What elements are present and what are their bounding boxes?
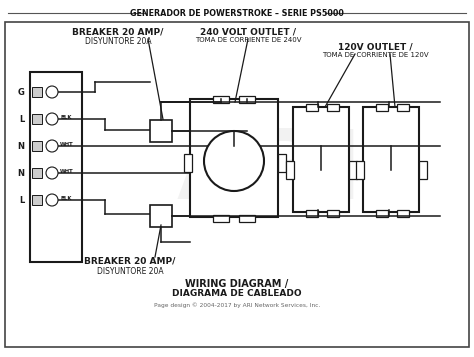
Bar xyxy=(376,210,388,217)
Bar xyxy=(239,96,255,103)
Text: G: G xyxy=(17,87,24,96)
Bar xyxy=(150,120,172,142)
Text: DIAGRAMA DE CABLEADO: DIAGRAMA DE CABLEADO xyxy=(172,289,302,298)
Text: 120V OUTLET /: 120V OUTLET / xyxy=(337,42,412,51)
Bar xyxy=(363,107,419,212)
Text: DISYUNTORE 20A: DISYUNTORE 20A xyxy=(85,37,151,46)
Bar xyxy=(306,104,318,111)
Bar xyxy=(349,161,357,179)
Bar xyxy=(356,161,364,179)
Circle shape xyxy=(204,131,264,191)
Text: L: L xyxy=(19,115,24,124)
Bar xyxy=(32,195,42,205)
Circle shape xyxy=(46,113,58,125)
Circle shape xyxy=(46,194,58,206)
Bar xyxy=(239,215,255,222)
Bar xyxy=(32,168,42,178)
Text: ARI: ARI xyxy=(177,126,363,218)
Bar xyxy=(190,99,278,217)
Text: GENERADOR DE POWERSTROKE – SERIE PS5000: GENERADOR DE POWERSTROKE – SERIE PS5000 xyxy=(130,9,344,18)
Circle shape xyxy=(46,86,58,98)
Bar xyxy=(32,114,42,124)
Text: TOMA DE CORRIENTE DE 120V: TOMA DE CORRIENTE DE 120V xyxy=(322,52,428,58)
Bar xyxy=(213,215,229,222)
Bar xyxy=(397,104,409,111)
Bar xyxy=(306,210,318,217)
Text: BREAKER 20 AMP/: BREAKER 20 AMP/ xyxy=(73,27,164,36)
Text: 240 VOLT OUTLET /: 240 VOLT OUTLET / xyxy=(200,27,296,36)
Text: N: N xyxy=(17,169,24,177)
Bar xyxy=(376,104,388,111)
Bar xyxy=(184,154,192,172)
Bar xyxy=(327,104,339,111)
Bar xyxy=(32,141,42,151)
Bar xyxy=(286,161,294,179)
Bar xyxy=(397,210,409,217)
Text: N: N xyxy=(17,141,24,151)
Bar xyxy=(293,107,349,212)
Text: TOMA DE CORRIENTE DE 240V: TOMA DE CORRIENTE DE 240V xyxy=(195,37,301,43)
Circle shape xyxy=(46,140,58,152)
Bar xyxy=(327,210,339,217)
Text: DISYUNTORE 20A: DISYUNTORE 20A xyxy=(97,267,164,276)
Bar xyxy=(150,205,172,227)
Text: BLK: BLK xyxy=(60,115,72,120)
Bar xyxy=(213,96,229,103)
Bar xyxy=(419,161,427,179)
Text: Page design © 2004-2017 by ARI Network Services, Inc.: Page design © 2004-2017 by ARI Network S… xyxy=(154,302,320,308)
Text: WIRING DIAGRAM /: WIRING DIAGRAM / xyxy=(185,279,289,289)
Bar xyxy=(30,72,82,262)
Text: BREAKER 20 AMP/: BREAKER 20 AMP/ xyxy=(84,257,176,266)
Text: WHT: WHT xyxy=(60,169,73,174)
Text: BLK: BLK xyxy=(60,196,72,201)
Text: L: L xyxy=(19,196,24,205)
Text: WHT: WHT xyxy=(60,141,73,146)
Bar xyxy=(278,154,286,172)
Circle shape xyxy=(46,167,58,179)
Bar xyxy=(32,87,42,97)
